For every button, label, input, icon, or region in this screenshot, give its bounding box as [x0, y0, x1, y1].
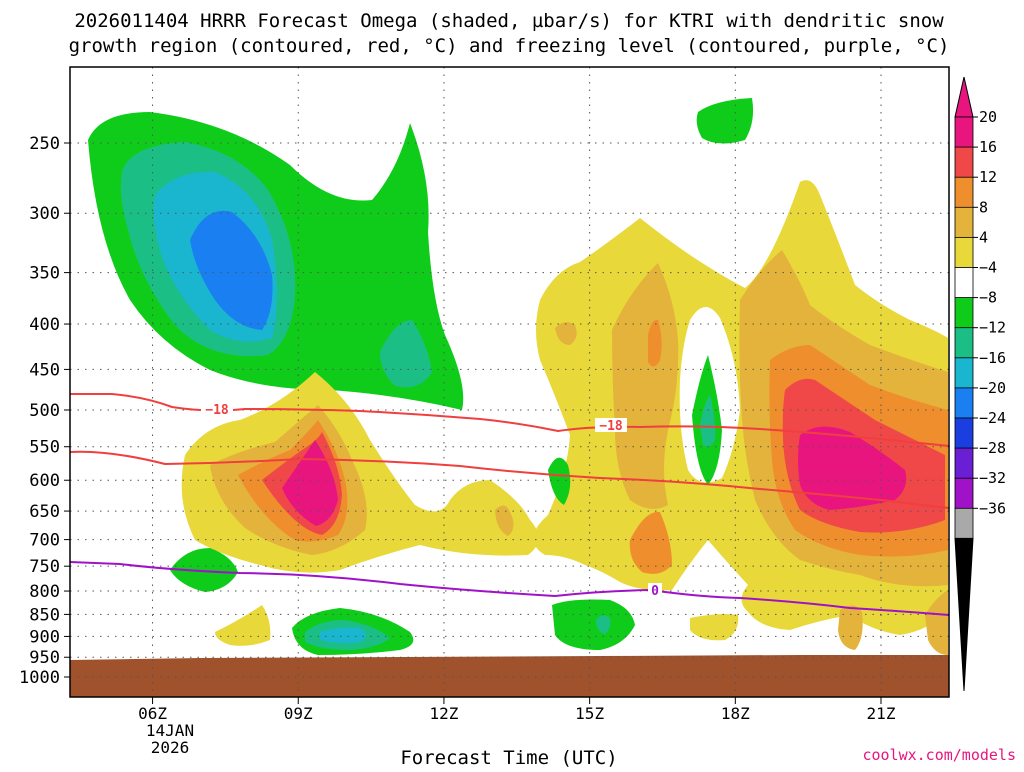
omega-region-pos12-right-c: [629, 511, 672, 574]
x-tick-label: 15Z: [575, 704, 604, 723]
y-tick-label: 800: [29, 582, 60, 602]
x-tick-label: 06Z: [138, 704, 167, 723]
y-tick-label: 300: [29, 204, 60, 224]
y-tick-label: 700: [29, 531, 60, 551]
omega-region-pos8-right-corner: [925, 590, 948, 655]
colorbar-swatch: [954, 146, 974, 178]
freezing-level-contour: [69, 561, 950, 616]
chart-title-line1: 2026011404 HRRR Forecast Omega (shaded, …: [74, 10, 944, 32]
colorbar-swatch: [954, 116, 974, 148]
omega-region-neg8-lower-left: [170, 548, 238, 592]
x-tick-label: 12Z: [429, 704, 458, 723]
colorbar-legend: 20 16 12 8 4 −4 −8 −12 −16 −20 −24 −28 −32 −36: [954, 76, 1006, 692]
colorbar-label: −28: [979, 439, 1006, 457]
omega-region-pos4-right-low: [690, 614, 739, 641]
omega-region-neg12-mid: [380, 320, 432, 388]
colorbar-swatch: [954, 417, 974, 449]
x-axis-label: Forecast Time (UTC): [400, 747, 617, 768]
omega-region-neg8-lower-right: [552, 599, 635, 650]
y-tick-label: 850: [29, 605, 60, 625]
credit-text: coolwx.com/models: [862, 746, 1016, 764]
x-tick-label: 21Z: [867, 704, 896, 723]
colorbar-label: 20: [979, 108, 997, 126]
colorbar-label: −24: [979, 409, 1006, 427]
omega-region-pos8-small: [495, 505, 514, 536]
colorbar-label: −16: [979, 349, 1006, 367]
y-tick-label: 750: [29, 557, 60, 577]
colorbar-label: −20: [979, 379, 1006, 397]
colorbar-swatch: [954, 206, 974, 239]
date-label-day: 14JAN: [146, 721, 194, 740]
x-tick-label: 18Z: [721, 704, 750, 723]
dgz-contour-lower: [69, 450, 950, 509]
colorbar-label: 16: [979, 138, 997, 156]
y-tick-label: 250: [29, 134, 60, 154]
colorbar-label: −12: [979, 319, 1006, 337]
colorbar-swatch: [954, 507, 974, 539]
colorbar-swatch: [954, 327, 974, 359]
terrain-fill: [70, 655, 949, 697]
y-tick-label: 400: [29, 315, 60, 335]
omega-region-pos8-right-a: [612, 263, 679, 509]
colorbar-swatch: [954, 267, 974, 299]
y-tick-label: 450: [29, 360, 60, 380]
colorbar-swatch: [954, 297, 974, 329]
y-tick-label: 600: [29, 471, 60, 491]
colorbar-swatch: [954, 447, 974, 479]
omega-region-pos8-right-low: [838, 605, 863, 650]
colorbar-label: 8: [979, 198, 988, 216]
contour-label-freezing: 0: [651, 584, 659, 599]
omega-region-pos20-right: [798, 426, 907, 510]
colorbar-swatch: [954, 387, 974, 419]
omega-region-neg8-small-center: [548, 457, 571, 505]
y-tick-label: 500: [29, 401, 60, 421]
omega-region-neg8-top-center: [696, 98, 754, 144]
colorbar-label: 4: [979, 228, 988, 246]
omega-region-neg20-upperleft: [190, 210, 273, 330]
colorbar-label: 12: [979, 168, 997, 186]
omega-region-neg16-lower-mid: [320, 627, 366, 644]
y-tick-label: 950: [29, 648, 60, 668]
colorbar-swatch: [954, 176, 974, 208]
y-tick-label: 900: [29, 627, 60, 647]
contour-label-bg-3: [648, 583, 662, 597]
contour-label-bg-2: [595, 418, 627, 432]
y-tick-label: 1000: [19, 668, 60, 688]
omega-region-neg12-right-strip: [700, 395, 716, 447]
omega-region-pos12-right-a: [648, 319, 662, 367]
colorbar-top-arrow: [954, 76, 974, 118]
y-tick-label: 550: [29, 438, 60, 458]
colorbar-swatch: [954, 477, 974, 509]
omega-region-neg12-lower-right: [596, 615, 611, 634]
colorbar-swatch: [954, 236, 974, 269]
contour-label-bg-1: [201, 402, 233, 416]
y-axis: 2503003504004505005506006507007508008509…: [19, 134, 70, 688]
y-tick-label: 650: [29, 502, 60, 522]
colorbar-label: −32: [979, 469, 1006, 487]
omega-region-pos8-right-c: [555, 322, 577, 345]
y-tick-label: 350: [29, 264, 60, 284]
colorbar-bottom-arrow: [954, 537, 974, 692]
contour-label-dgz-upper-right: −18: [599, 419, 623, 434]
colorbar-label: −36: [979, 499, 1006, 517]
contour-label-dgz-upper-left: −18: [205, 403, 229, 418]
plot-area: −18 −18 0: [69, 66, 950, 698]
x-tick-label: 09Z: [284, 704, 313, 723]
chart-title-line2: growth region (contoured, red, °C) and f…: [69, 35, 950, 57]
plot-frame: [69, 66, 950, 698]
colorbar-label: −4: [979, 259, 997, 277]
date-label-year: 2026: [151, 738, 190, 757]
colorbar-label: −8: [979, 289, 997, 307]
omega-region-pos4-lower-left: [215, 605, 271, 646]
x-axis: 06Z 09Z 12Z 15Z 18Z 21Z: [138, 697, 896, 723]
colorbar-swatch: [954, 357, 974, 389]
omega-region-pos20-left: [282, 440, 338, 526]
